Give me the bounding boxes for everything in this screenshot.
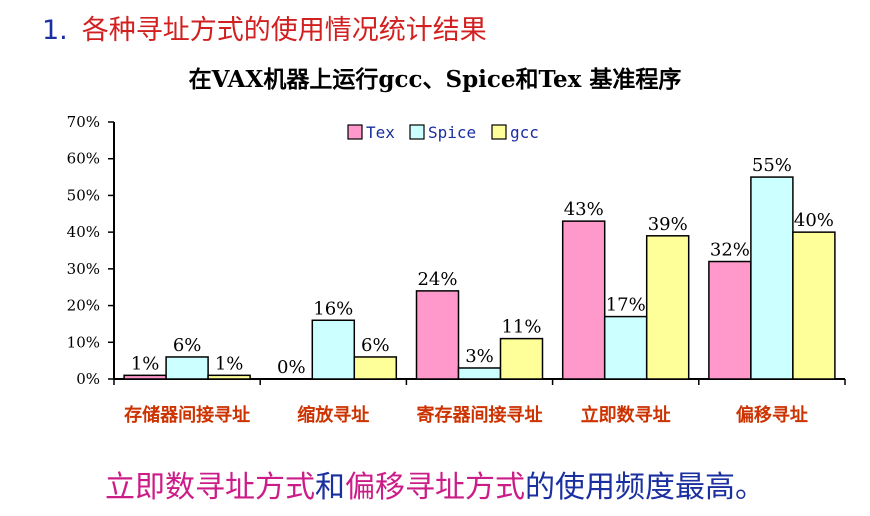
y-tick-label: 60% xyxy=(67,150,100,168)
bar-value-label: 1% xyxy=(131,353,160,374)
bar-value-label: 16% xyxy=(313,298,353,319)
heading-number: 1. xyxy=(42,15,68,46)
bar-value-label: 32% xyxy=(710,240,750,261)
bar-gcc xyxy=(207,374,251,380)
bar-spice xyxy=(750,176,794,380)
bar-tex xyxy=(123,374,167,380)
legend-label-spice: Spice xyxy=(428,123,476,142)
conclusion-part-and: 和 xyxy=(315,470,345,505)
bar-value-label: 43% xyxy=(564,199,604,220)
conclusion-part-tail: 的使用频度最高。 xyxy=(525,470,765,505)
x-category-label: 缩放寻址 xyxy=(297,404,369,426)
y-tick-label: 0% xyxy=(76,370,100,388)
bar-value-label: 0% xyxy=(277,357,306,378)
bar-spice xyxy=(311,319,356,380)
conclusion-text: 立即数寻址方式和偏移寻址方式的使用频度最高。 xyxy=(0,462,870,506)
bar-value-label: 3% xyxy=(465,346,494,367)
y-tick-label: 30% xyxy=(67,260,100,278)
chart-title: 在VAX机器上运行gcc、Spice和Tex 基准程序 xyxy=(188,66,682,93)
legend-label-tex: Tex xyxy=(366,123,395,142)
bar-value-label: 39% xyxy=(648,214,688,235)
bar-value-label: 17% xyxy=(606,295,646,316)
legend-label-gcc: gcc xyxy=(510,123,539,142)
x-category-label: 寄存器间接寻址 xyxy=(417,404,543,426)
bar-gcc xyxy=(499,337,544,380)
y-tick-label: 20% xyxy=(67,297,100,315)
bar-tex xyxy=(561,220,606,380)
bar-value-label: 6% xyxy=(361,335,390,356)
bar-value-label: 40% xyxy=(794,210,834,231)
legend-swatch-spice xyxy=(409,124,425,140)
y-tick-label: 40% xyxy=(67,223,100,241)
bar-gcc xyxy=(792,231,836,380)
conclusion-part-offset: 偏移寻址方式 xyxy=(345,470,525,505)
x-category-label: 偏移寻址 xyxy=(736,404,808,426)
bar-tex xyxy=(415,290,460,380)
bar-spice xyxy=(457,367,502,380)
x-category-label: 存储器间接寻址 xyxy=(124,404,250,426)
slide-heading: 1. 各种寻址方式的使用情况统计结果 xyxy=(42,8,487,47)
bar-spice xyxy=(165,356,209,380)
bar-spice xyxy=(603,315,648,380)
bar-value-label: 24% xyxy=(417,269,457,290)
y-tick-label: 50% xyxy=(67,186,100,204)
heading-text: 各种寻址方式的使用情况统计结果 xyxy=(81,15,487,46)
bar-gcc xyxy=(645,235,690,380)
legend-swatch-gcc xyxy=(491,124,507,140)
bar-tex xyxy=(708,260,752,380)
bar-value-label: 6% xyxy=(173,335,202,356)
bar-value-label: 55% xyxy=(752,155,792,176)
bar-value-label: 11% xyxy=(501,317,541,338)
bar-value-label: 1% xyxy=(215,353,244,374)
bar-gcc xyxy=(353,356,398,380)
y-tick-label: 70% xyxy=(67,113,100,131)
y-tick-label: 10% xyxy=(67,333,100,351)
conclusion-part-immediate: 立即数寻址方式 xyxy=(105,470,315,505)
legend-swatch-tex xyxy=(347,124,363,140)
x-category-label: 立即数寻址 xyxy=(581,404,671,426)
